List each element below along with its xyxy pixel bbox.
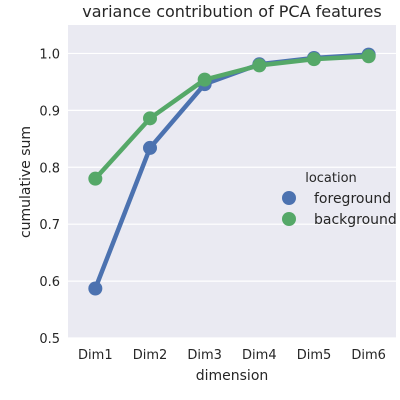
y-axis-label: cumulative sum (18, 126, 34, 238)
x-axis-label: dimension (196, 368, 269, 384)
chart-title: variance contribution of PCA features (82, 2, 381, 21)
y-tick-label: 0.9 (39, 104, 60, 119)
y-tick-label: 0.6 (39, 275, 60, 290)
data-point-background (143, 111, 157, 126)
data-point-background (361, 49, 376, 64)
x-tick-label: Dim1 (78, 348, 113, 363)
legend: location foreground background (282, 171, 397, 228)
data-point-background (197, 72, 212, 87)
y-tick-label: 0.5 (39, 332, 60, 347)
x-tick-label: Dim4 (242, 348, 277, 363)
plot-area (68, 25, 396, 338)
legend-label-foreground: foreground (314, 191, 391, 207)
legend-label-background: background (314, 212, 397, 228)
series-layer (88, 47, 376, 296)
legend-title: location (305, 171, 357, 186)
data-point-foreground (143, 140, 157, 155)
x-tick-label: Dim6 (351, 348, 386, 363)
x-tick-label: Dim3 (187, 348, 222, 363)
series-background (88, 49, 376, 186)
data-point-background (307, 52, 321, 67)
series-line-background (93, 54, 371, 181)
y-tick-label: 1.0 (39, 47, 60, 62)
legend-marker-foreground (282, 191, 296, 205)
data-point-background (88, 171, 103, 186)
y-tick-label: 0.7 (39, 218, 60, 233)
x-tick-label: Dim2 (133, 348, 168, 363)
legend-marker-background (282, 212, 296, 226)
y-tick-labels: 0.5 0.6 0.7 0.8 0.9 1.0 (39, 47, 60, 347)
y-tick-label: 0.8 (39, 161, 60, 176)
data-point-foreground (88, 281, 103, 296)
data-point-background (252, 58, 267, 73)
x-tick-label: Dim5 (297, 348, 332, 363)
x-tick-labels: Dim1 Dim2 Dim3 Dim4 Dim5 Dim6 (78, 348, 386, 363)
